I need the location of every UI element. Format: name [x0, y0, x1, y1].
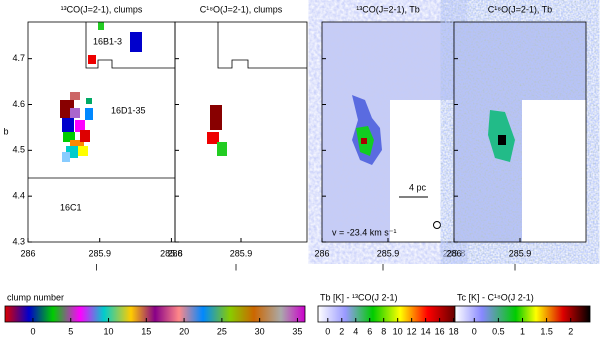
- x-tick-label: 285.9: [509, 248, 532, 258]
- colorbar-tick-label: 35: [292, 326, 302, 336]
- colorbar-tick-label: 2: [568, 326, 573, 336]
- annotation: 16B1-3: [93, 36, 122, 46]
- boundary: [85, 22, 175, 69]
- annotation: 16C1: [60, 202, 82, 212]
- mask: [390, 100, 454, 242]
- colorbar-tick-label: 15: [141, 326, 151, 336]
- annotation: 4 pc: [409, 182, 427, 192]
- x-tick-label: 285.9: [88, 248, 111, 258]
- y-tick-label: 4.7: [12, 53, 25, 63]
- colorbar-title: clump number: [7, 292, 64, 302]
- x-axis-label: l: [235, 262, 237, 272]
- x-tick-label: 285.8: [160, 248, 183, 258]
- colorbar-title: Tb [K] - ¹³CO(J 2-1): [320, 292, 398, 302]
- emission: [498, 135, 506, 145]
- clump: [98, 22, 104, 30]
- clump: [62, 152, 70, 162]
- clump: [70, 108, 80, 118]
- x-tick-label: 285.9: [230, 248, 253, 258]
- colorbar-tick-label: 5: [68, 326, 73, 336]
- colorbar-tick-label: 25: [217, 326, 227, 336]
- clump: [88, 55, 96, 64]
- x-axis-label: l: [96, 262, 98, 272]
- colorbar: [317, 305, 456, 323]
- colorbar-tick-label: 0.5: [492, 326, 505, 336]
- frame: [27, 21, 176, 243]
- x-axis-label: l: [382, 262, 384, 272]
- x-tick-label: 286: [167, 248, 182, 258]
- clump: [217, 142, 227, 156]
- annotation: 16D1-35: [111, 105, 146, 115]
- colorbar-tick-label: 10: [104, 326, 114, 336]
- clump: [86, 98, 92, 104]
- colorbar-tick-label: 18: [449, 326, 459, 336]
- clump: [80, 130, 90, 142]
- colorbar-tick-label: 12: [407, 326, 417, 336]
- x-tick-label: 286: [446, 248, 461, 258]
- colorbar-tick-label: 0: [30, 326, 35, 336]
- y-tick-label: 4.3: [12, 236, 25, 246]
- colorbar-tick-label: 1: [520, 326, 525, 336]
- x-tick-label: 286: [314, 248, 329, 258]
- colorbar-title: Tc [K] - C¹⁸O(J 2-1): [457, 292, 534, 302]
- clump: [63, 132, 75, 142]
- clump: [70, 140, 84, 150]
- clump: [130, 32, 142, 52]
- x-tick-label: 285.8: [443, 248, 466, 258]
- colorbar-tick-label: 16: [435, 326, 445, 336]
- colorbar-tick-label: 2: [339, 326, 344, 336]
- annotation: v = -23.4 km s⁻¹: [332, 227, 397, 237]
- y-tick-label: 4.4: [12, 191, 25, 201]
- x-tick-label: 285.9: [377, 248, 400, 258]
- x-tick-label: 286: [20, 248, 35, 258]
- y-axis-label: b: [3, 126, 8, 136]
- colorbar-tick-label: 20: [179, 326, 189, 336]
- colorbar-tick-label: 1.5: [540, 326, 553, 336]
- panel-title: C¹⁸O(J=2-1), Tb: [488, 4, 552, 14]
- colorbar-tick-label: 6: [367, 326, 372, 336]
- colorbar-tick-label: 8: [381, 326, 386, 336]
- clump: [210, 105, 222, 130]
- boundary: [217, 22, 307, 69]
- clump: [85, 108, 93, 120]
- colorbar-tick-label: 14: [421, 326, 431, 336]
- colorbar-tick-label: 10: [393, 326, 403, 336]
- clump: [70, 92, 80, 100]
- clump: [62, 118, 74, 132]
- clump: [207, 132, 219, 144]
- y-tick-label: 4.6: [12, 99, 25, 109]
- panel-title: ¹³CO(J=2-1), clumps: [61, 4, 143, 14]
- colorbar: [4, 305, 306, 323]
- y-tick-label: 4.5: [12, 145, 25, 155]
- clump: [75, 120, 85, 132]
- colorbar-tick-label: 4: [353, 326, 358, 336]
- beam: [433, 221, 441, 229]
- colorbar-tick-label: 30: [255, 326, 265, 336]
- emission: [361, 138, 367, 144]
- mask: [522, 100, 586, 242]
- panel-title: C¹⁸O(J=2-1), clumps: [200, 4, 283, 14]
- clump: [78, 146, 88, 156]
- colorbar-tick-label: 0: [325, 326, 330, 336]
- frame: [174, 21, 308, 243]
- colorbar-tick-label: 0: [472, 326, 477, 336]
- panel-title: ¹³CO(J=2-1), Tb: [356, 4, 420, 14]
- x-axis-label: l: [514, 262, 516, 272]
